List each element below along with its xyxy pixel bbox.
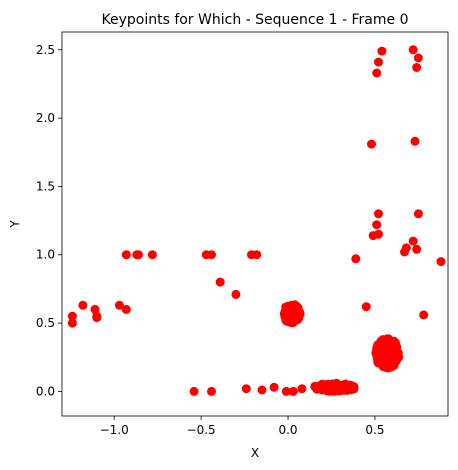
data-point <box>281 386 291 396</box>
data-point <box>121 304 131 314</box>
data-point <box>372 220 382 230</box>
data-point <box>413 209 423 219</box>
data-point <box>189 386 199 396</box>
y-tick-label: 1.0 <box>36 248 55 262</box>
data-point <box>121 250 131 260</box>
data-point <box>413 53 423 63</box>
data-point <box>207 250 216 260</box>
data-point <box>375 356 385 365</box>
data-point <box>351 254 361 264</box>
data-point <box>241 384 251 394</box>
data-point <box>134 250 143 260</box>
data-point <box>374 229 383 239</box>
data-point <box>361 302 371 312</box>
data-point <box>283 308 293 318</box>
data-point <box>374 209 383 219</box>
data-point <box>412 244 422 254</box>
data-point <box>67 311 77 321</box>
data-point <box>400 247 409 257</box>
data-point <box>380 341 390 351</box>
data-point <box>372 68 382 78</box>
data-point <box>329 386 339 396</box>
data-point <box>67 318 77 328</box>
chart-title: Keypoints for Which - Sequence 1 - Frame… <box>101 12 408 28</box>
data-point <box>147 250 157 260</box>
y-tick-label: 0.0 <box>36 384 55 398</box>
y-tick-label: 2.5 <box>36 43 55 57</box>
data-point <box>391 352 401 362</box>
x-axis-label: X <box>251 446 259 460</box>
data-point <box>90 304 100 314</box>
data-point <box>367 139 376 149</box>
data-point <box>288 386 298 396</box>
data-point <box>436 257 446 267</box>
x-tick-label: 0.0 <box>278 423 297 437</box>
data-point <box>257 385 267 395</box>
data-point <box>419 310 429 320</box>
data-point <box>297 384 307 394</box>
data-point <box>374 57 383 67</box>
data-point <box>252 250 262 260</box>
y-tick-label: 0.5 <box>36 316 55 330</box>
data-point <box>215 277 225 287</box>
y-tick-label: 2.0 <box>36 111 55 125</box>
data-point <box>376 348 386 358</box>
x-tick-label: −1.0 <box>100 423 129 437</box>
data-point <box>288 318 298 328</box>
data-point <box>408 236 418 246</box>
data-points <box>67 45 446 396</box>
data-point <box>269 382 279 392</box>
data-point <box>337 383 347 393</box>
data-point <box>410 136 420 146</box>
data-point <box>92 313 102 323</box>
data-point <box>408 45 418 55</box>
data-point <box>78 300 88 310</box>
y-axis-label: Y <box>8 220 22 229</box>
data-point <box>377 46 387 56</box>
plot-frame <box>61 31 449 417</box>
x-tick-label: −0.5 <box>187 423 216 437</box>
axis-ticks: −1.0 −0.5 0.0 0.5 0.0 0.5 1.0 1.5 2.0 2.5 <box>36 43 385 437</box>
data-point <box>207 386 216 396</box>
data-point <box>412 63 422 72</box>
data-point <box>231 289 241 299</box>
x-tick-label: 0.5 <box>365 423 384 437</box>
data-point <box>114 300 124 310</box>
y-tick-label: 1.5 <box>36 179 55 193</box>
data-point <box>315 384 325 394</box>
data-point <box>346 384 356 394</box>
